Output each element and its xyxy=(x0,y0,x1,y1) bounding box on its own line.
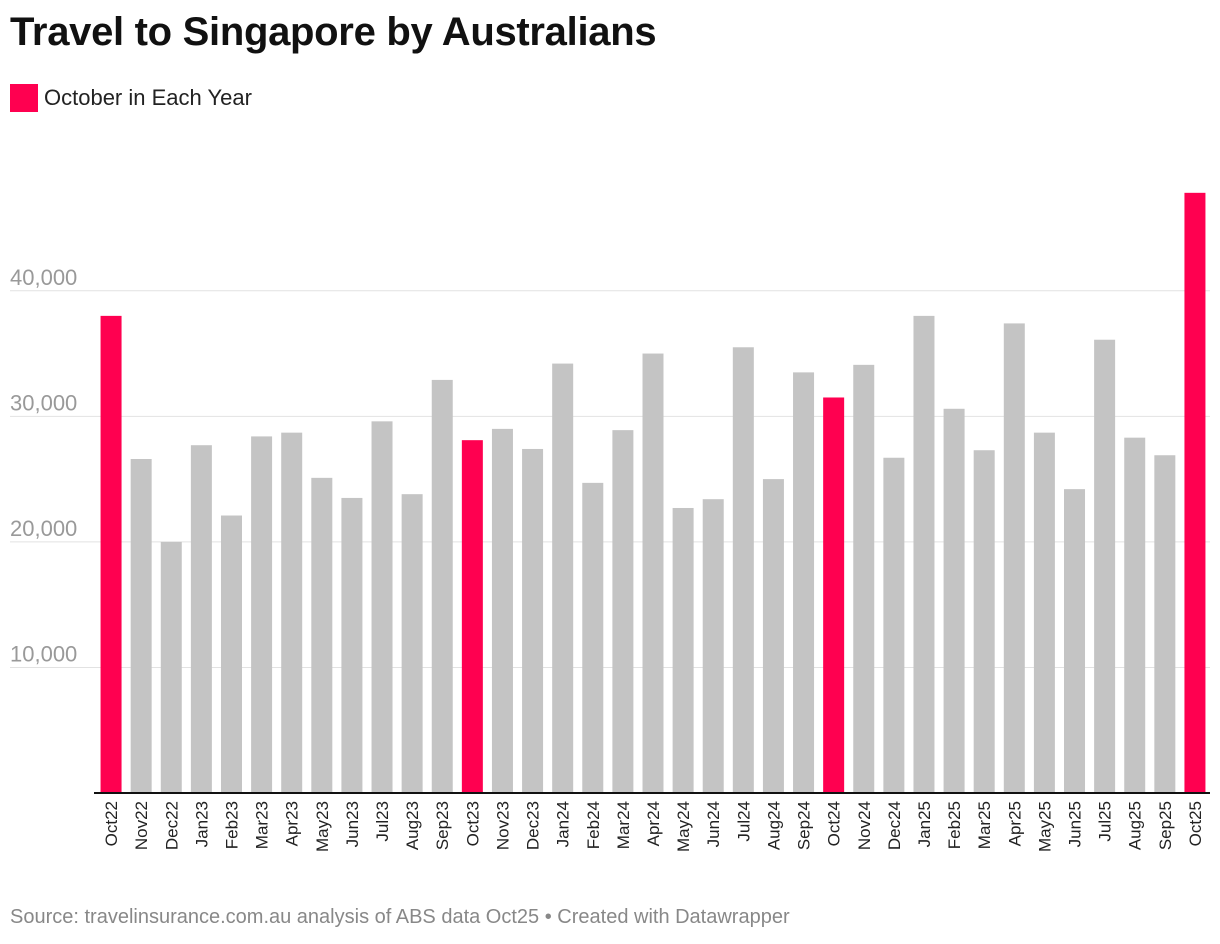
x-tick-label: Mar24 xyxy=(614,801,633,849)
bar-jun25 xyxy=(1064,489,1086,793)
x-tick-label: Aug23 xyxy=(403,801,422,850)
bar-apr23 xyxy=(281,432,303,793)
bar-nov23 xyxy=(491,428,513,793)
bar-feb24 xyxy=(582,482,604,793)
chart-title: Travel to Singapore by Australians xyxy=(10,10,657,54)
bar-jun24 xyxy=(702,499,724,793)
bar-jan24 xyxy=(552,363,574,793)
legend-swatch xyxy=(10,84,38,112)
legend-label: October in Each Year xyxy=(44,85,252,110)
x-tick-label: Feb25 xyxy=(945,801,964,849)
x-tick-label: Jan25 xyxy=(915,801,934,847)
bar-dec24 xyxy=(883,457,905,793)
bar-nov22 xyxy=(130,459,152,793)
bar-may24 xyxy=(672,507,694,793)
bar-may23 xyxy=(311,477,333,793)
bar-oct25 xyxy=(1184,192,1206,794)
x-tick-label: Jan23 xyxy=(192,801,211,847)
x-tick-label: Apr23 xyxy=(283,801,302,846)
bar-nov24 xyxy=(853,364,875,793)
bar-oct23 xyxy=(461,440,483,793)
x-tick-label: Nov23 xyxy=(493,801,512,850)
bar-oct24 xyxy=(823,397,845,793)
y-tick-label: 30,000 xyxy=(10,390,77,415)
bar-mar24 xyxy=(612,430,634,793)
bar-chart: 10,000 20,000 30,000 40,000 Oct22 Nov22 Dec22 J… xyxy=(10,192,1210,852)
x-tick-label: Mar23 xyxy=(253,801,272,849)
x-tick-label: Jul24 xyxy=(734,801,753,842)
bar-feb25 xyxy=(943,408,965,793)
bar-jul23 xyxy=(371,421,393,793)
x-tick-label: Apr24 xyxy=(644,801,663,846)
x-tick-label: Dec24 xyxy=(885,801,904,850)
x-tick-label: Nov24 xyxy=(855,801,874,850)
x-tick-label: Mar25 xyxy=(975,801,994,849)
bar-jun23 xyxy=(341,497,363,793)
bar-sep23 xyxy=(431,379,453,793)
x-tick-label: Jun24 xyxy=(704,801,723,847)
x-tick-label: Feb24 xyxy=(584,801,603,849)
bar-dec22 xyxy=(160,541,182,793)
source-note: Source: travelinsurance.com.au analysis … xyxy=(10,906,790,928)
x-tick-label: Nov22 xyxy=(132,801,151,850)
bar-jul25 xyxy=(1094,339,1116,793)
bar-feb23 xyxy=(220,515,242,793)
x-tick-label: Dec22 xyxy=(162,801,181,850)
bar-dec23 xyxy=(522,448,544,793)
bar-jan25 xyxy=(913,315,935,793)
bar-sep24 xyxy=(793,372,815,793)
bar-aug25 xyxy=(1124,437,1146,793)
legend: October in Each Year xyxy=(10,84,252,112)
x-tick-label: Aug24 xyxy=(764,801,783,850)
y-tick-label: 20,000 xyxy=(10,516,77,541)
y-tick-label: 10,000 xyxy=(10,641,77,666)
bar-jul24 xyxy=(732,347,754,793)
bar-mar25 xyxy=(973,450,995,793)
x-tick-label: Oct24 xyxy=(825,801,844,846)
x-tick-label: Apr25 xyxy=(1005,801,1024,846)
bar-may25 xyxy=(1033,432,1055,793)
x-tick-label: May25 xyxy=(1035,801,1054,852)
x-tick-label: Oct22 xyxy=(102,801,121,846)
bar-jan23 xyxy=(190,445,212,793)
x-tick-label: Jun23 xyxy=(343,801,362,847)
x-tick-label: Aug25 xyxy=(1126,801,1145,850)
x-tick-label: May24 xyxy=(674,801,693,852)
bar-aug23 xyxy=(401,494,423,793)
x-tick-label: Dec23 xyxy=(524,801,543,850)
x-tick-label: Jan24 xyxy=(554,801,573,847)
bar-oct22 xyxy=(100,315,122,793)
x-tick-label: Jun25 xyxy=(1066,801,1085,847)
x-tick-label: Jul23 xyxy=(373,801,392,842)
x-tick-label: Sep25 xyxy=(1156,801,1175,850)
bar-sep25 xyxy=(1154,455,1176,793)
bar-apr24 xyxy=(642,353,664,793)
y-tick-label: 40,000 xyxy=(10,265,77,290)
x-tick-label: Sep24 xyxy=(795,801,814,850)
x-tick-label: Jul25 xyxy=(1096,801,1115,842)
x-tick-label: May23 xyxy=(313,801,332,852)
x-tick-label: Feb23 xyxy=(222,801,241,849)
bar-mar23 xyxy=(251,436,273,793)
bar-aug24 xyxy=(762,479,784,793)
bar-apr25 xyxy=(1003,323,1025,793)
x-tick-label: Sep23 xyxy=(433,801,452,850)
x-tick-label: Oct23 xyxy=(463,801,482,846)
x-tick-label: Oct25 xyxy=(1186,801,1205,846)
